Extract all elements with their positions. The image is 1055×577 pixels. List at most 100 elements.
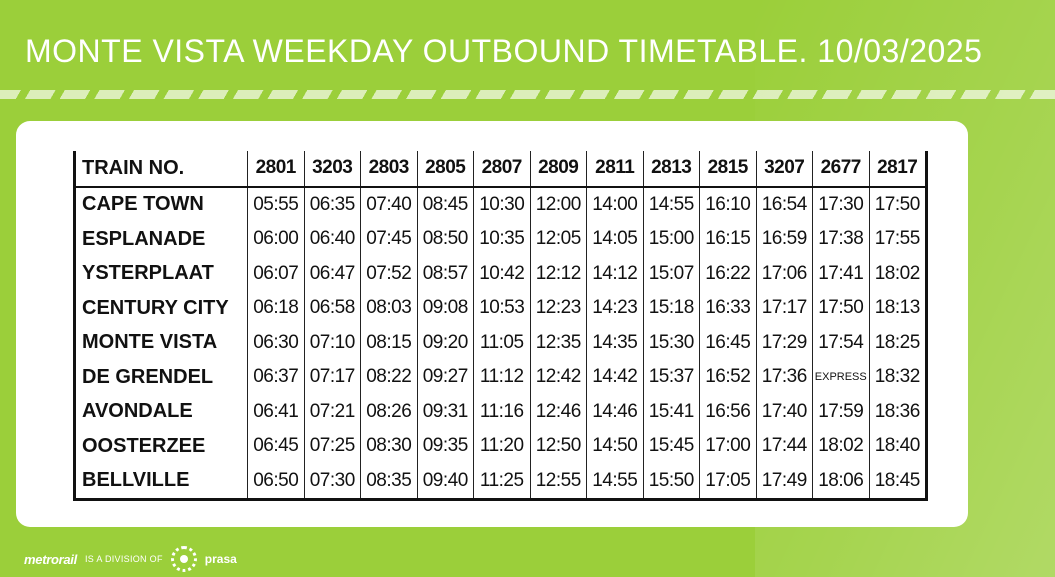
departure-time: 17:29: [755, 325, 813, 360]
departure-time: 07:21: [303, 394, 361, 429]
train-number-2805: 2805: [416, 151, 474, 188]
departure-time: 17:54: [812, 325, 869, 360]
station-name: OOSTERZEE: [73, 429, 248, 464]
departure-time: 09:27: [416, 360, 474, 395]
departure-time: 07:52: [360, 256, 417, 291]
prasa-dotted-circle-icon: [170, 546, 197, 572]
departure-time: 06:58: [303, 291, 361, 326]
departure-time: 14:05: [586, 222, 643, 257]
departure-time: 17:06: [755, 256, 813, 291]
departure-time: 06:00: [247, 222, 304, 257]
departure-time: 17:50: [812, 291, 869, 326]
departure-time: 06:37: [247, 360, 304, 395]
train-number-2811: 2811: [586, 151, 643, 188]
departure-time: 06:30: [247, 325, 304, 360]
departure-time: 08:30: [360, 429, 417, 464]
departure-time: 14:12: [586, 256, 643, 291]
departure-time: 18:36: [868, 394, 928, 429]
departure-time: 15:41: [642, 394, 700, 429]
departure-time: 09:31: [416, 394, 474, 429]
departure-time: 10:53: [473, 291, 530, 326]
departure-time: 12:50: [529, 429, 587, 464]
timetable-card: TRAIN NO. 2801 3203 2803 2805 2807 2809 2811 28…: [16, 121, 968, 527]
departure-time: 16:54: [755, 186, 813, 222]
train-number-3207: 3207: [755, 151, 813, 188]
departure-time: 17:59: [812, 394, 869, 429]
departure-time: 11:20: [473, 429, 530, 464]
train-number-2817: 2817: [868, 151, 928, 188]
departure-time: 14:50: [586, 429, 643, 464]
departure-time: 06:45: [247, 429, 304, 464]
departure-time: 07:25: [303, 429, 361, 464]
departure-time: 08:45: [416, 186, 474, 222]
departure-time: 10:30: [473, 186, 530, 222]
train-number-2803: 2803: [360, 151, 417, 188]
station-name: YSTERPLAAT: [73, 256, 248, 291]
departure-time: 17:30: [812, 186, 869, 222]
departure-time: 16:15: [699, 222, 756, 257]
station-name: BELLVILLE: [73, 463, 248, 501]
train-number-2677: 2677: [812, 151, 869, 188]
dashed-divider: [0, 90, 1055, 99]
departure-time: 14:35: [586, 325, 643, 360]
station-name: DE GRENDEL: [73, 360, 248, 395]
departure-time: 15:37: [642, 360, 700, 395]
departure-time: EXPRESS: [812, 360, 869, 395]
table-row: BELLVILLE 06:50 07:30 08:35 09:40 11:25 12:55 1…: [73, 463, 928, 501]
departure-time: 18:45: [868, 463, 928, 501]
station-name: MONTE VISTA: [73, 325, 248, 360]
departure-time: 06:47: [303, 256, 361, 291]
departure-time: 11:05: [473, 325, 530, 360]
departure-time: 17:44: [755, 429, 813, 464]
departure-time: 17:36: [755, 360, 813, 395]
departure-time: 09:40: [416, 463, 474, 501]
departure-time: 07:30: [303, 463, 361, 501]
corner-label: TRAIN NO.: [73, 151, 248, 188]
prasa-logo: prasa: [204, 552, 237, 566]
departure-time: 08:22: [360, 360, 417, 395]
departure-time: 18:13: [868, 291, 928, 326]
train-number-2813: 2813: [642, 151, 700, 188]
departure-time: 09:08: [416, 291, 474, 326]
departure-time: 15:30: [642, 325, 700, 360]
departure-time: 06:41: [247, 394, 304, 429]
train-number-2815: 2815: [699, 151, 756, 188]
departure-time: 08:50: [416, 222, 474, 257]
departure-time: 14:00: [586, 186, 643, 222]
departure-time: 17:38: [812, 222, 869, 257]
departure-time: 17:49: [755, 463, 813, 501]
departure-time: 06:07: [247, 256, 304, 291]
departure-time: 16:52: [699, 360, 756, 395]
departure-time: 17:50: [868, 186, 928, 222]
timetable-table: TRAIN NO. 2801 3203 2803 2805 2807 2809 2811 28…: [73, 151, 928, 501]
departure-time: 08:35: [360, 463, 417, 501]
departure-time: 12:55: [529, 463, 587, 501]
departure-time: 15:07: [642, 256, 700, 291]
departure-time: 15:50: [642, 463, 700, 501]
table-row: OOSTERZEE 06:45 07:25 08:30 09:35 11:20 12:50 1…: [73, 429, 928, 464]
departure-time: 12:05: [529, 222, 587, 257]
departure-time: 09:20: [416, 325, 474, 360]
departure-time: 12:35: [529, 325, 587, 360]
table-row: DE GRENDEL 06:37 07:17 08:22 09:27 11:12 12:42…: [73, 360, 928, 395]
departure-time: 14:23: [586, 291, 643, 326]
departure-time: 16:22: [699, 256, 756, 291]
departure-time: 06:35: [303, 186, 361, 222]
departure-time: 08:26: [360, 394, 417, 429]
division-text: IS A DIVISION OF: [84, 554, 163, 564]
departure-time: 09:35: [416, 429, 474, 464]
departure-time: 10:42: [473, 256, 530, 291]
table-row: MONTE VISTA 06:30 07:10 08:15 09:20 11:05 12:3…: [73, 325, 928, 360]
departure-time: 12:00: [529, 186, 587, 222]
metrorail-logo: metrorail: [24, 551, 77, 567]
departure-time: 18:40: [868, 429, 928, 464]
departure-time: 14:55: [586, 463, 643, 501]
page-title: MONTE VISTA WEEKDAY OUTBOUND TIMETABLE. …: [25, 33, 983, 69]
departure-time: 16:10: [699, 186, 756, 222]
departure-time: 17:00: [699, 429, 756, 464]
departure-time: 16:56: [699, 394, 756, 429]
departure-time: 14:46: [586, 394, 643, 429]
departure-time: 11:12: [473, 360, 530, 395]
station-name: CAPE TOWN: [73, 186, 248, 222]
departure-time: 08:03: [360, 291, 417, 326]
